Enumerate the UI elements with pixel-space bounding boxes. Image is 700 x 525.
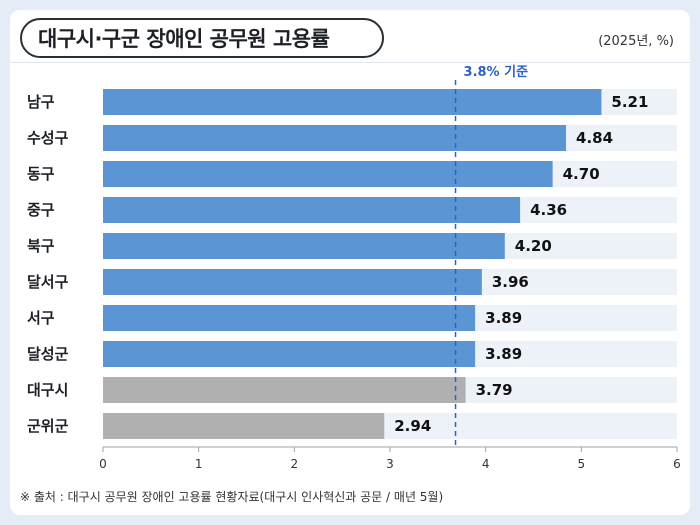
x-tick-label: 6 (673, 457, 681, 471)
x-tick-label: 0 (99, 457, 107, 471)
value-label: 5.21 (611, 93, 648, 111)
x-tick-label: 1 (195, 457, 203, 471)
category-label: 중구 (27, 201, 55, 219)
chart-title: 대구시·구군 장애인 공무원 고용률 (20, 18, 384, 58)
category-label: 서구 (27, 309, 55, 327)
bar (103, 161, 553, 187)
source-note: ※ 출처 : 대구시 공무원 장애인 고용률 현황자료(대구시 인사혁신과 공문… (20, 490, 444, 504)
category-label: 남구 (27, 93, 55, 111)
value-label: 2.94 (394, 417, 431, 435)
bar (103, 269, 482, 295)
category-label: 군위군 (27, 417, 69, 435)
x-tick-label: 2 (291, 457, 299, 471)
category-label: 대구시 (27, 381, 68, 399)
category-label: 동구 (27, 165, 55, 183)
value-label: 4.36 (530, 201, 567, 219)
value-label: 4.84 (576, 129, 613, 147)
x-tick-label: 4 (482, 457, 490, 471)
bar (103, 305, 476, 331)
unit-label: (2025년, %) (598, 34, 674, 49)
value-label: 3.79 (476, 381, 513, 399)
category-label: 달성군 (27, 345, 69, 363)
bar (103, 233, 505, 259)
bar (103, 377, 466, 403)
bar (103, 341, 476, 367)
value-label: 3.96 (492, 273, 529, 291)
x-tick-label: 5 (578, 457, 586, 471)
category-label: 수성구 (27, 129, 69, 147)
category-label: 북구 (27, 237, 55, 255)
bar (103, 413, 385, 439)
category-label: 달서구 (27, 273, 69, 291)
header-divider (10, 62, 690, 63)
value-label: 3.89 (485, 345, 522, 363)
bar (103, 197, 521, 223)
bar (103, 89, 602, 115)
bar (103, 125, 567, 151)
value-label: 4.70 (563, 165, 600, 183)
value-label: 4.20 (515, 237, 552, 255)
value-label: 3.89 (485, 309, 522, 327)
header: 대구시·구군 장애인 공무원 고용률 (2025년, %) (10, 10, 690, 62)
x-tick-label: 3 (386, 457, 394, 471)
reference-label: 3.8% 기준 (464, 65, 529, 80)
